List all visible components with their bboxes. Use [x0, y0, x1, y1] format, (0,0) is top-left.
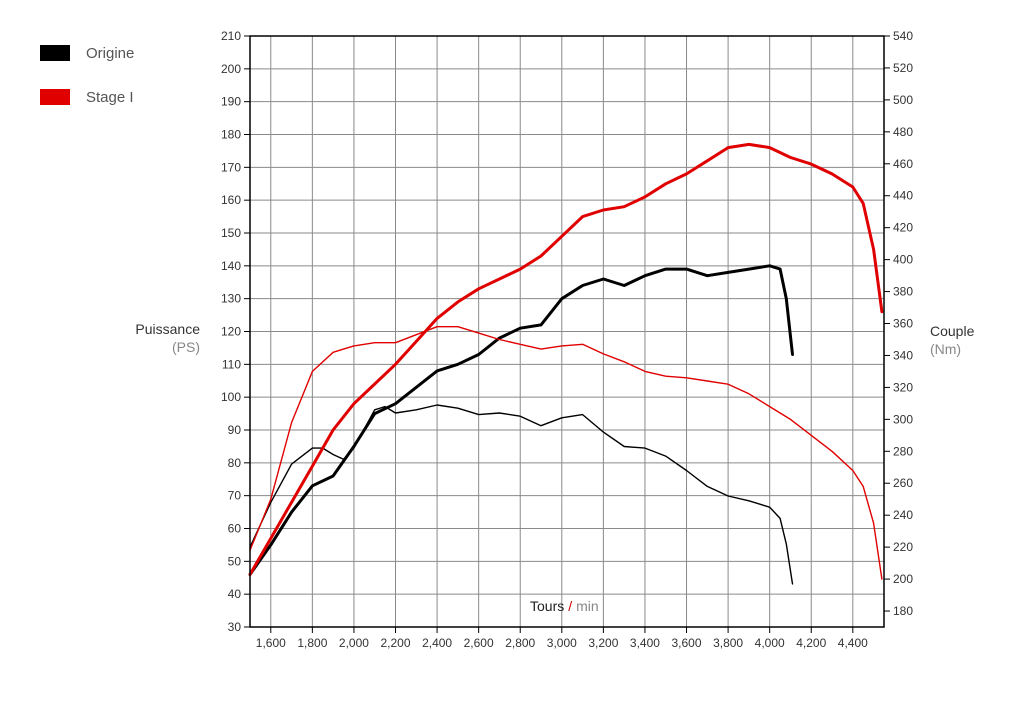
right-tick-label: 320 — [893, 380, 913, 394]
right-tick-label: 360 — [893, 317, 913, 331]
x-tick-label: 4,000 — [755, 636, 785, 650]
left-tick-label: 70 — [228, 489, 242, 503]
x-tick-label: 2,000 — [339, 636, 369, 650]
right-tick-label: 480 — [893, 125, 913, 139]
left-tick-label: 140 — [221, 259, 241, 273]
series-stage-i-power — [248, 142, 884, 576]
left-axis-title: Puissance (PS) — [118, 320, 200, 356]
left-tick-label: 50 — [228, 554, 242, 568]
left-tick-label: 80 — [228, 456, 242, 470]
right-tick-label: 260 — [893, 476, 913, 490]
left-tick-label: 120 — [221, 325, 241, 339]
series-layer — [248, 142, 884, 585]
x-tick-label: 3,000 — [547, 636, 577, 650]
right-tick-label: 520 — [893, 61, 913, 75]
right-tick-label: 300 — [893, 412, 913, 426]
x-tick-label: 2,800 — [505, 636, 535, 650]
left-tick-label: 180 — [221, 128, 241, 142]
x-tick-label: 2,600 — [464, 636, 494, 650]
legend-label-origine: Origine — [86, 44, 135, 62]
right-tick-label: 340 — [893, 348, 913, 362]
right-axis-label: Couple — [930, 323, 975, 339]
left-tick-label: 210 — [221, 29, 241, 43]
right-axis-title: Couple (Nm) — [930, 322, 1010, 358]
right-tick-label: 220 — [893, 540, 913, 554]
right-axis-ticks: 180 200 220 240 260 280 300 320 340 360 380 400 420 4… — [884, 29, 913, 618]
right-tick-label: 460 — [893, 157, 913, 171]
legend: Origine Stage I — [40, 42, 134, 130]
x-tick-label: 3,400 — [630, 636, 660, 650]
left-tick-label: 130 — [221, 292, 241, 306]
x-tick-label: 2,400 — [422, 636, 452, 650]
x-tick-label: 1,600 — [256, 636, 286, 650]
left-axis-unit: (PS) — [172, 339, 200, 355]
x-tick-label: 4,200 — [796, 636, 826, 650]
x-tick-label: 3,600 — [672, 636, 702, 650]
left-axis-ticks: 30 40 50 60 70 80 90 100 110 120 130 140 150 160 170 18… — [221, 29, 250, 634]
x-tick-label: 3,800 — [713, 636, 743, 650]
left-axis-label: Puissance — [135, 321, 200, 337]
right-tick-label: 400 — [893, 253, 913, 267]
x-axis-ticks: 1,600 1,800 2,000 2,200 2,400 2,600 2,800 3,000… — [256, 627, 868, 650]
series-stage-i-torque — [249, 326, 883, 580]
x-tick-label: 1,800 — [297, 636, 327, 650]
legend-label-stage: Stage I — [86, 88, 134, 106]
x-axis-label: Tours — [530, 598, 565, 614]
x-axis-unit: min — [576, 598, 599, 614]
right-tick-label: 540 — [893, 29, 913, 43]
right-tick-label: 500 — [893, 93, 913, 107]
right-tick-label: 380 — [893, 285, 913, 299]
x-axis-separator: / — [568, 598, 573, 614]
right-tick-label: 180 — [893, 604, 913, 618]
right-tick-label: 440 — [893, 189, 913, 203]
x-tick-label: 2,200 — [380, 636, 410, 650]
left-tick-label: 30 — [228, 620, 242, 634]
right-tick-label: 280 — [893, 444, 913, 458]
left-tick-label: 60 — [228, 522, 242, 536]
legend-item-stage: Stage I — [40, 86, 134, 108]
left-tick-label: 40 — [228, 587, 242, 601]
left-tick-label: 200 — [221, 62, 241, 76]
x-tick-label: 3,200 — [588, 636, 618, 650]
left-tick-label: 170 — [221, 160, 241, 174]
grid — [250, 35, 884, 628]
legend-swatch-origine — [40, 45, 70, 61]
left-tick-label: 100 — [221, 390, 241, 404]
right-tick-label: 420 — [893, 221, 913, 235]
left-tick-label: 150 — [221, 226, 241, 240]
x-tick-label: 4,400 — [838, 636, 868, 650]
legend-swatch-stage — [40, 89, 70, 105]
left-tick-label: 190 — [221, 95, 241, 109]
x-axis-title: Tours / min — [530, 598, 599, 614]
right-tick-label: 240 — [893, 508, 913, 522]
left-tick-label: 110 — [222, 357, 241, 371]
series-origine-torque — [249, 404, 794, 585]
left-tick-label: 90 — [228, 423, 242, 437]
left-tick-label: 160 — [221, 193, 241, 207]
right-tick-label: 200 — [893, 572, 913, 586]
legend-item-origine: Origine — [40, 42, 134, 64]
right-axis-unit: (Nm) — [930, 341, 962, 357]
